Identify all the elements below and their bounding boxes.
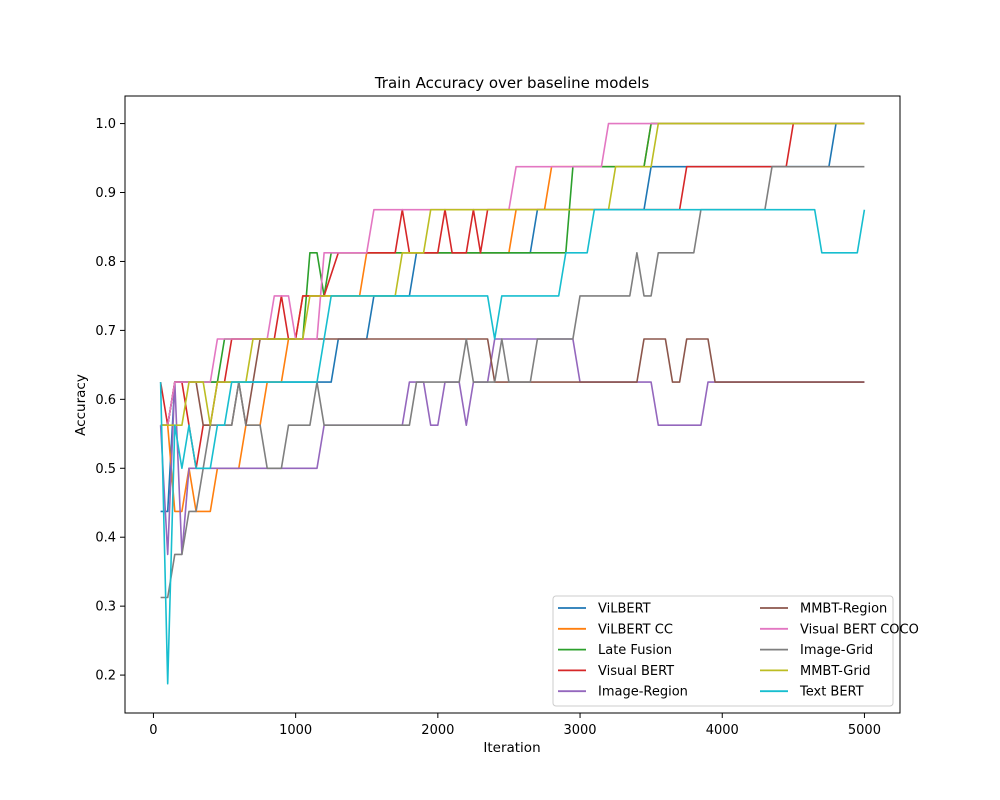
y-tick-label: 0.3 xyxy=(95,600,116,615)
legend-label: MMBT-Grid xyxy=(800,664,871,679)
legend-label: ViLBERT xyxy=(598,602,651,617)
legend-box xyxy=(552,595,894,707)
legend-label: Image-Grid xyxy=(800,643,873,658)
series-line-text-bert xyxy=(159,208,866,685)
y-axis-label: Accuracy xyxy=(73,374,89,436)
x-tick-label: 2000 xyxy=(421,723,454,738)
y-tick-label: 0.4 xyxy=(95,531,116,546)
legend-label: Image-Region xyxy=(598,685,688,700)
y-tick-label: 0.8 xyxy=(95,255,116,270)
legend-label: Visual BERT COCO xyxy=(800,622,919,637)
x-tick-label: 5000 xyxy=(848,723,881,738)
x-tick-label: 4000 xyxy=(706,723,739,738)
chart-title: Train Accuracy over baseline models xyxy=(374,74,650,92)
plot-area-frame xyxy=(124,95,901,714)
x-tick-label: 0 xyxy=(149,723,157,738)
series-line-visual-bert-coco xyxy=(160,122,865,427)
y-axis: 0.2 0.3 0.4 0.5 0.6 0.7 0.8 0.9 1.0 xyxy=(95,117,125,684)
y-tick-label: 1.0 xyxy=(95,117,116,132)
x-axis: 0 1000 2000 3000 4000 5000 xyxy=(149,713,881,738)
x-tick-label: 1000 xyxy=(279,723,312,738)
series-line-image-grid xyxy=(160,165,865,599)
legend-label: ViLBERT CC xyxy=(598,622,673,637)
series-line-image-region xyxy=(159,338,865,556)
legend: ViLBERT ViLBERT CC Late Fusion Visual BERT I… xyxy=(552,595,919,707)
series-line-late-fusion xyxy=(160,122,865,427)
y-tick-label: 0.6 xyxy=(95,393,116,408)
y-tick-label: 0.2 xyxy=(95,669,116,684)
y-tick-label: 0.7 xyxy=(95,324,116,339)
series-line-mmbt-grid xyxy=(160,122,865,427)
series-line-vilbert-cc xyxy=(160,122,865,513)
legend-label: Visual BERT xyxy=(598,664,674,679)
legend-label: MMBT-Region xyxy=(800,602,887,617)
y-tick-label: 0.9 xyxy=(95,186,116,201)
series-line-mmbt-region xyxy=(160,338,865,427)
y-tick-label: 0.5 xyxy=(95,462,116,477)
series-line-vilbert xyxy=(160,122,865,513)
legend-label: Late Fusion xyxy=(598,643,672,658)
x-axis-label: Iteration xyxy=(483,740,540,756)
x-tick-label: 3000 xyxy=(563,723,596,738)
legend-label: Text BERT xyxy=(799,685,864,700)
